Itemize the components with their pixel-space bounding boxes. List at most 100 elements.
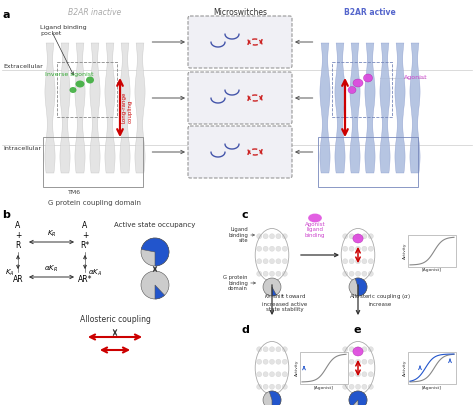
Text: $K_R$: $K_R$ <box>47 229 56 239</box>
Ellipse shape <box>86 77 94 83</box>
Circle shape <box>356 234 361 239</box>
Circle shape <box>263 372 268 377</box>
Circle shape <box>263 384 268 389</box>
Wedge shape <box>272 287 276 296</box>
Text: [Agonist]: [Agonist] <box>422 386 442 390</box>
Wedge shape <box>349 391 367 405</box>
Circle shape <box>356 259 361 264</box>
Circle shape <box>343 372 348 377</box>
Circle shape <box>356 246 361 252</box>
Circle shape <box>356 347 361 352</box>
Polygon shape <box>105 43 115 173</box>
Circle shape <box>356 372 361 377</box>
FancyBboxPatch shape <box>188 16 292 68</box>
Circle shape <box>141 271 169 299</box>
Circle shape <box>343 246 348 252</box>
Text: +: + <box>15 230 21 239</box>
Circle shape <box>282 246 287 252</box>
Circle shape <box>368 372 374 377</box>
Polygon shape <box>135 43 145 173</box>
Text: B2AR inactive: B2AR inactive <box>68 8 122 17</box>
Circle shape <box>256 359 262 364</box>
Circle shape <box>349 347 354 352</box>
Text: Ligand binding
pocket: Ligand binding pocket <box>40 25 87 36</box>
Circle shape <box>263 259 268 264</box>
Polygon shape <box>60 43 70 173</box>
Circle shape <box>256 372 262 377</box>
Text: Activity: Activity <box>294 360 299 376</box>
Circle shape <box>362 359 367 364</box>
Ellipse shape <box>353 234 363 243</box>
Circle shape <box>343 347 348 352</box>
Wedge shape <box>141 238 169 266</box>
Ellipse shape <box>353 79 363 87</box>
Circle shape <box>349 259 354 264</box>
Text: Agonist
ligand
binding: Agonist ligand binding <box>305 222 325 238</box>
Circle shape <box>263 347 268 352</box>
Bar <box>408 352 456 384</box>
Text: Inverse agonist: Inverse agonist <box>45 72 93 77</box>
Text: Extracellular: Extracellular <box>3 64 43 69</box>
Circle shape <box>362 259 367 264</box>
Circle shape <box>263 246 268 252</box>
Circle shape <box>282 271 287 276</box>
Text: $K_A$: $K_A$ <box>5 268 15 278</box>
Text: [Agonist]: [Agonist] <box>422 269 442 273</box>
Circle shape <box>343 271 348 276</box>
Circle shape <box>282 259 287 264</box>
Circle shape <box>362 271 367 276</box>
Ellipse shape <box>308 213 322 222</box>
Polygon shape <box>75 43 85 173</box>
Circle shape <box>263 271 268 276</box>
Bar <box>300 352 348 384</box>
FancyBboxPatch shape <box>188 72 292 124</box>
Text: [Agonist]: [Agonist] <box>314 386 334 390</box>
Circle shape <box>276 359 281 364</box>
Circle shape <box>368 359 374 364</box>
Text: A: A <box>82 220 88 230</box>
Circle shape <box>269 372 274 377</box>
Ellipse shape <box>364 74 373 82</box>
Circle shape <box>269 234 274 239</box>
Circle shape <box>349 372 354 377</box>
Circle shape <box>349 234 354 239</box>
Polygon shape <box>350 43 360 173</box>
Circle shape <box>256 384 262 389</box>
Wedge shape <box>155 285 164 299</box>
Circle shape <box>362 246 367 252</box>
Circle shape <box>343 259 348 264</box>
Text: c: c <box>242 210 249 220</box>
Circle shape <box>269 246 274 252</box>
Circle shape <box>263 359 268 364</box>
Polygon shape <box>90 43 100 173</box>
Text: +: + <box>82 230 88 239</box>
Circle shape <box>269 359 274 364</box>
Text: G protein coupling domain: G protein coupling domain <box>48 200 142 206</box>
Circle shape <box>356 271 361 276</box>
Circle shape <box>276 372 281 377</box>
Circle shape <box>269 259 274 264</box>
Circle shape <box>276 347 281 352</box>
Circle shape <box>256 271 262 276</box>
Polygon shape <box>365 43 375 173</box>
Text: a: a <box>3 10 10 20</box>
Text: A: A <box>15 220 21 230</box>
Ellipse shape <box>75 81 84 87</box>
Circle shape <box>356 384 361 389</box>
Text: G protein
binding
domain: G protein binding domain <box>224 275 248 291</box>
Polygon shape <box>380 43 390 173</box>
Circle shape <box>343 384 348 389</box>
Text: Allosteric coupling: Allosteric coupling <box>80 315 150 324</box>
Circle shape <box>282 234 287 239</box>
Circle shape <box>368 271 374 276</box>
Text: Allosteric coupling ($\alpha$)
increase: Allosteric coupling ($\alpha$) increase <box>349 292 411 307</box>
Circle shape <box>349 246 354 252</box>
Bar <box>43 137 143 187</box>
Text: Agonist: Agonist <box>404 75 428 81</box>
Text: $K_R$ shift toward
increased active
state stability: $K_R$ shift toward increased active stat… <box>263 292 308 313</box>
Circle shape <box>368 246 374 252</box>
Circle shape <box>362 234 367 239</box>
Circle shape <box>256 246 262 252</box>
Bar <box>318 137 418 187</box>
Ellipse shape <box>353 347 363 356</box>
